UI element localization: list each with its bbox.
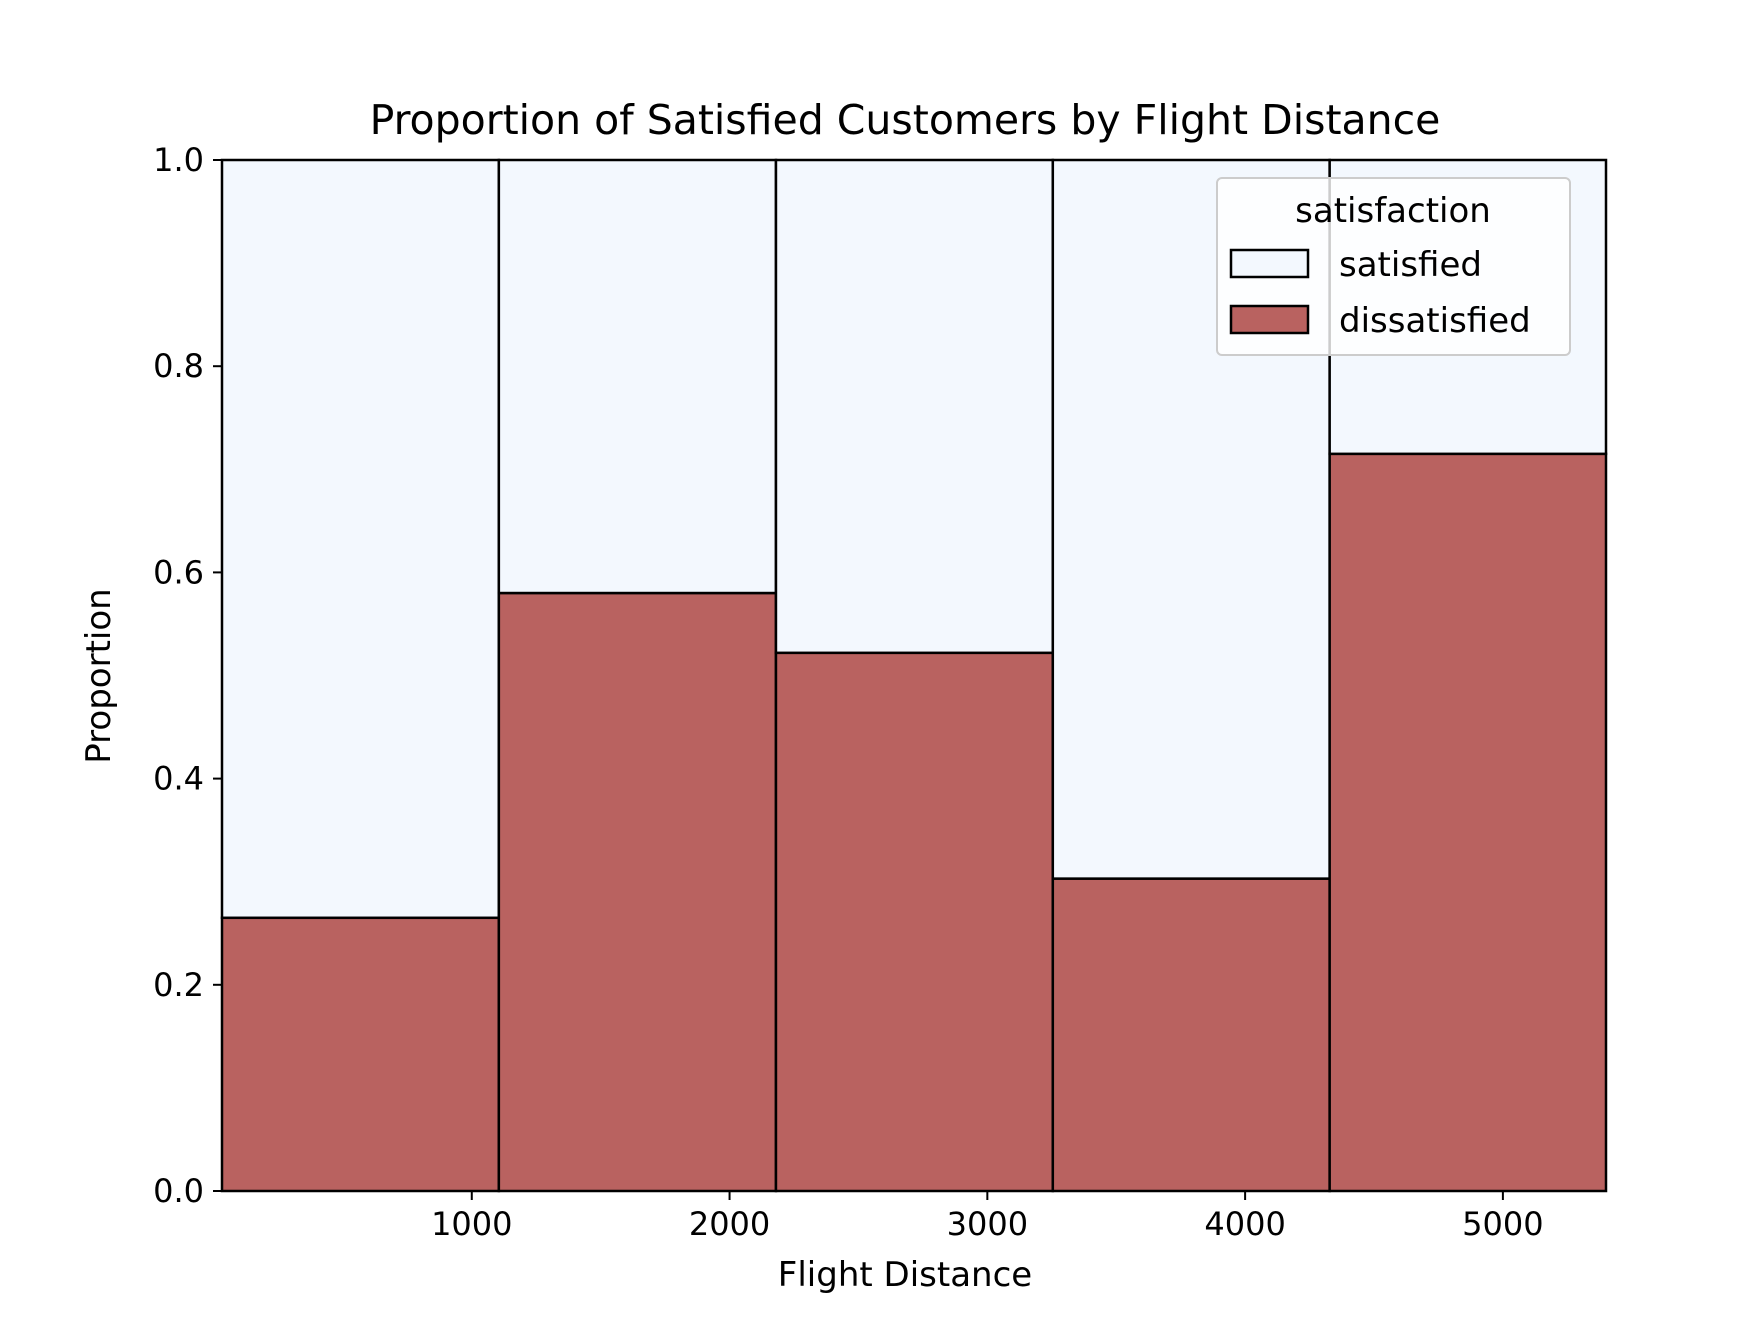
legend-swatch-satisfied <box>1229 248 1310 279</box>
bar-satisfied-bin-2 <box>497 158 778 595</box>
y-tick-label-0.4: 0.4 <box>153 760 204 798</box>
y-axis: 0.0 0.2 0.4 0.6 0.8 1.0 <box>153 141 1607 1210</box>
bar-dissatisfied-bin-2 <box>497 591 778 1193</box>
legend-label-satisfied: satisfied <box>1339 245 1482 285</box>
bar-dissatisfied-bin-1 <box>220 916 501 1193</box>
y-axis-title: Proportion <box>79 588 119 763</box>
x-tick-label-5000: 5000 <box>1462 1205 1543 1243</box>
x-axis: 1000 2000 3000 4000 5000 <box>222 159 1606 1243</box>
x-tick-label-3000: 3000 <box>947 1205 1028 1243</box>
bar-dissatisfied-bin-3 <box>774 651 1055 1193</box>
bar-dissatisfied-bin-5 <box>1328 452 1608 1193</box>
y-tick-label-0.0: 0.0 <box>153 1172 204 1210</box>
chart-title: Proportion of Satisfied Customers by Fli… <box>370 96 1441 144</box>
y-tick-label-1.0: 1.0 <box>153 141 204 179</box>
y-tick-label-0.8: 0.8 <box>153 347 204 385</box>
x-tick-label-2000: 2000 <box>689 1205 770 1243</box>
x-tick-label-4000: 4000 <box>1204 1205 1285 1243</box>
x-axis-title: Flight Distance <box>778 1255 1032 1295</box>
legend: satisfaction satisfied dissatisfied <box>1216 177 1571 356</box>
x-tick-label-1000: 1000 <box>431 1205 512 1243</box>
y-tick-label-0.6: 0.6 <box>153 553 204 591</box>
legend-label-dissatisfied: dissatisfied <box>1339 301 1531 341</box>
legend-title: satisfaction <box>1295 191 1491 231</box>
legend-swatch-dissatisfied <box>1229 304 1310 335</box>
bar-satisfied-bin-3 <box>774 158 1055 655</box>
bars <box>220 158 1608 1193</box>
bar-dissatisfied-bin-4 <box>1051 877 1331 1193</box>
y-tick-label-0.2: 0.2 <box>153 966 204 1004</box>
bar-satisfied-bin-1 <box>220 158 501 920</box>
